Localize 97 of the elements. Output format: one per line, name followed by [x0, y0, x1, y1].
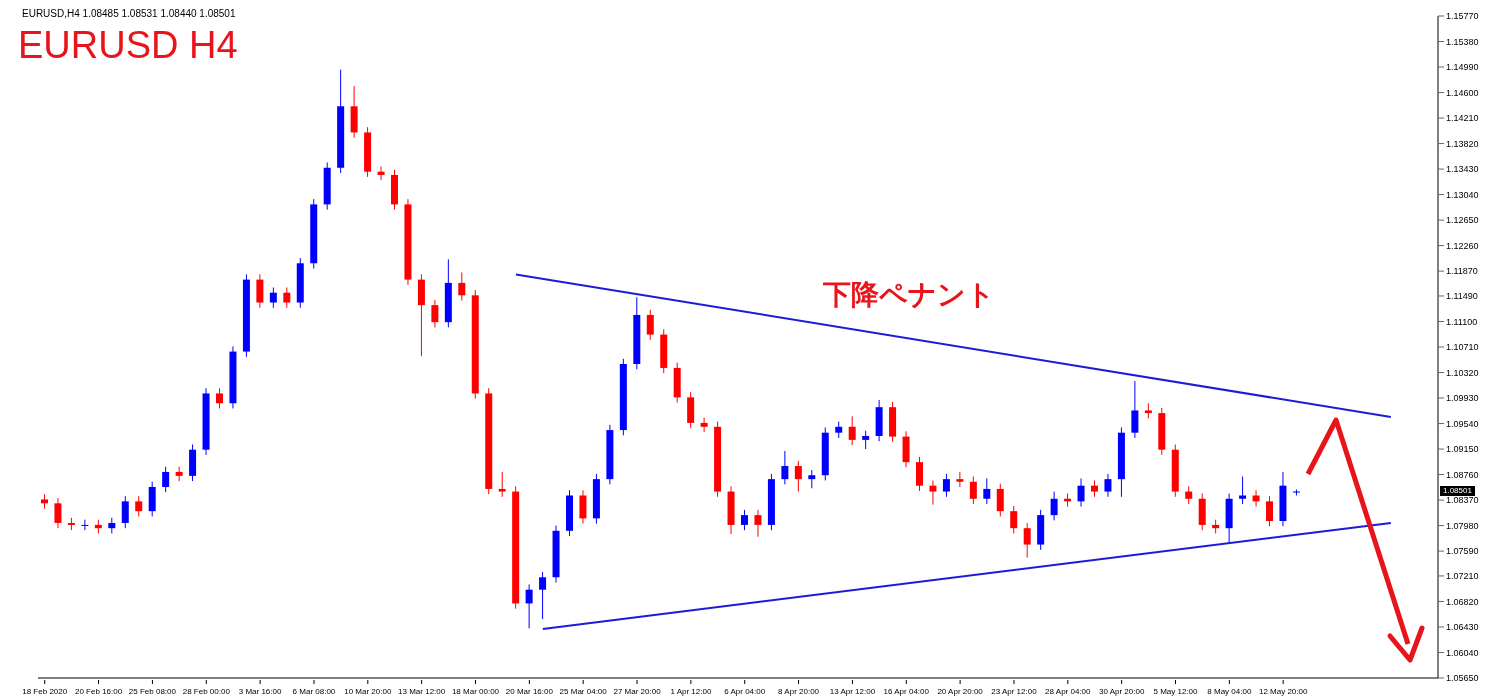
candlestick — [135, 495, 143, 517]
candlestick — [1252, 489, 1260, 508]
x-tick-label: 30 Apr 20:00 — [1098, 687, 1145, 696]
candlestick — [498, 471, 506, 498]
candlestick — [283, 286, 291, 309]
candlestick — [781, 450, 789, 485]
candlestick — [175, 466, 183, 482]
y-tick-label: 1.13820 — [1446, 138, 1479, 149]
candlestick — [81, 519, 89, 531]
y-tick-label: 1.08760 — [1446, 469, 1479, 480]
candlestick — [942, 473, 950, 498]
x-tick-label: 27 Mar 20:00 — [613, 687, 662, 696]
candlestick — [862, 430, 870, 450]
candlestick — [1077, 477, 1085, 508]
candlestick — [162, 466, 170, 493]
candlestick — [741, 509, 748, 531]
x-tick-label: 3 Mar 16:00 — [238, 687, 283, 696]
candlestick — [1023, 522, 1031, 559]
candlestick — [579, 489, 587, 525]
candlestick — [983, 477, 991, 505]
y-tick-label: 1.05650 — [1446, 673, 1479, 684]
y-tick-label: 1.12260 — [1446, 240, 1479, 251]
candlestick — [539, 571, 547, 620]
candlestick — [848, 415, 856, 446]
text: 1.08501 — [1440, 486, 1475, 496]
candlestick — [216, 387, 223, 409]
candlestick — [269, 286, 277, 309]
x-tick-label: 28 Feb 00:00 — [182, 687, 231, 696]
x-tick-label: 13 Mar 12:00 — [398, 687, 446, 696]
y-tick-label: 1.11490 — [1446, 291, 1478, 302]
candlestick — [794, 460, 802, 493]
candlestick — [929, 479, 937, 506]
candlestick — [525, 583, 533, 629]
candlestick — [1239, 476, 1247, 505]
y-tick-label: 1.10320 — [1446, 367, 1479, 378]
x-tick-label: 25 Feb 08:00 — [128, 687, 177, 696]
x-tick-label: 6 Apr 04:00 — [724, 687, 766, 696]
candlestick — [377, 165, 385, 181]
x-tick-label: 20 Mar 16:00 — [505, 687, 554, 696]
x-tick-label: 25 Mar 04:00 — [559, 687, 608, 696]
candlestick — [1266, 495, 1273, 527]
chart-subtitle: EURUSD,H4 1.08485 1.08531 1.08440 1.08501 — [22, 8, 236, 19]
x-tick-label: 8 Apr 20:00 — [778, 687, 820, 696]
x-tick-label: 10 Mar 20:00 — [344, 687, 392, 696]
candlestick — [1104, 473, 1112, 498]
candlestick — [431, 299, 439, 328]
y-tick-label: 1.07590 — [1446, 546, 1479, 557]
candlestick — [996, 483, 1004, 517]
x-tick-label: 28 Apr 04:00 — [1045, 687, 1092, 696]
candlestick — [458, 271, 466, 302]
candlestick — [916, 456, 923, 492]
x-tick-label: 6 Mar 08:00 — [292, 687, 336, 696]
x-tick-label: 18 Feb 2020 — [22, 687, 68, 696]
y-tick-label: 1.14600 — [1446, 87, 1479, 98]
candlestick — [646, 309, 654, 341]
y-tick-label: 1.06430 — [1446, 622, 1479, 633]
x-tick-label: 23 Apr 12:00 — [991, 687, 1038, 696]
y-tick-label: 1.14210 — [1446, 113, 1479, 124]
y-tick-label: 1.11870 — [1446, 266, 1478, 277]
y-tick-label: 1.12650 — [1446, 215, 1479, 226]
candlestick — [256, 273, 264, 309]
y-tick-label: 1.06820 — [1446, 596, 1479, 607]
y-tick-label: 1.07980 — [1446, 520, 1479, 531]
candlestick — [700, 417, 708, 433]
x-tick-label: 5 May 12:00 — [1153, 687, 1199, 696]
candlestick — [808, 469, 816, 489]
x-tick-label: 1 Apr 12:00 — [670, 687, 712, 696]
candlestick — [1050, 491, 1058, 521]
y-tick-label: 1.15770 — [1446, 11, 1479, 22]
y-tick-label: 1.06040 — [1446, 647, 1479, 658]
chart-title: EURUSD H4 — [18, 24, 238, 66]
y-tick-label: 1.13430 — [1446, 164, 1479, 175]
y-tick-label: 1.14990 — [1446, 62, 1479, 73]
y-tick-label: 1.10710 — [1446, 342, 1479, 353]
candlestick — [956, 471, 964, 488]
y-tick-label: 1.09930 — [1446, 393, 1479, 404]
x-tick-label: 8 May 04:00 — [1207, 687, 1252, 696]
x-tick-label: 20 Feb 16:00 — [75, 687, 123, 696]
annotation: 下降ペナント — [823, 277, 995, 313]
candlestick — [1131, 380, 1139, 439]
y-tick-label: 1.11100 — [1446, 316, 1478, 327]
x-tick-label: 20 Apr 20:00 — [937, 687, 984, 696]
candlestick — [121, 495, 129, 529]
x-tick-label: 12 May 20:00 — [1258, 687, 1308, 696]
candlestick — [1010, 505, 1018, 534]
y-tick-label: 1.09150 — [1446, 444, 1479, 455]
candlestick — [969, 476, 977, 505]
y-tick-label: 1.13040 — [1446, 189, 1479, 200]
y-tick-label: 1.15380 — [1446, 36, 1479, 47]
x-tick-label: 18 Mar 00:00 — [451, 687, 500, 696]
candlestick — [54, 497, 62, 529]
candlestick — [754, 509, 762, 538]
x-tick-label: 16 Apr 04:00 — [883, 687, 930, 696]
x-tick-label: 13 Apr 12:00 — [829, 687, 876, 696]
y-tick-label: 1.07210 — [1446, 571, 1479, 582]
y-tick-label: 1.09540 — [1446, 418, 1479, 429]
y-tick-label: 1.08370 — [1446, 495, 1479, 506]
